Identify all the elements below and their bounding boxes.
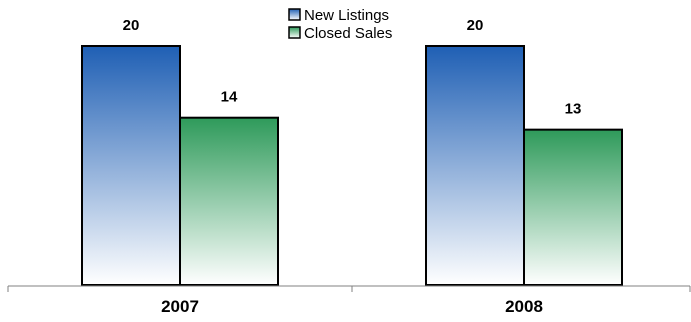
data-label-new-listings-2007: 20 bbox=[123, 17, 140, 34]
bar-closed-sales-2008 bbox=[523, 128, 623, 286]
x-axis-labels: 2007 2008 bbox=[161, 297, 543, 316]
data-label-closed-sales-2008: 13 bbox=[565, 101, 582, 118]
bar-new-listings-2007 bbox=[81, 45, 181, 286]
data-label-closed-sales-2007: 14 bbox=[221, 89, 238, 106]
bar-closed-sales-2007 bbox=[179, 116, 279, 286]
x-tick-label-2007: 2007 bbox=[161, 297, 199, 316]
x-axis-ticks bbox=[7, 286, 691, 292]
data-label-new-listings-2008: 20 bbox=[467, 17, 484, 34]
bar-labels-group: 20 14 20 13 bbox=[123, 17, 582, 118]
bars-group bbox=[81, 45, 623, 286]
legend-label-new-listings: New Listings bbox=[304, 7, 389, 24]
legend-swatch-new-listings bbox=[288, 8, 301, 21]
bar-new-listings-2008 bbox=[425, 45, 525, 286]
legend-swatch-closed-sales bbox=[288, 26, 301, 39]
legend-label-closed-sales: Closed Sales bbox=[304, 25, 392, 42]
x-tick-label-2008: 2008 bbox=[505, 297, 543, 316]
